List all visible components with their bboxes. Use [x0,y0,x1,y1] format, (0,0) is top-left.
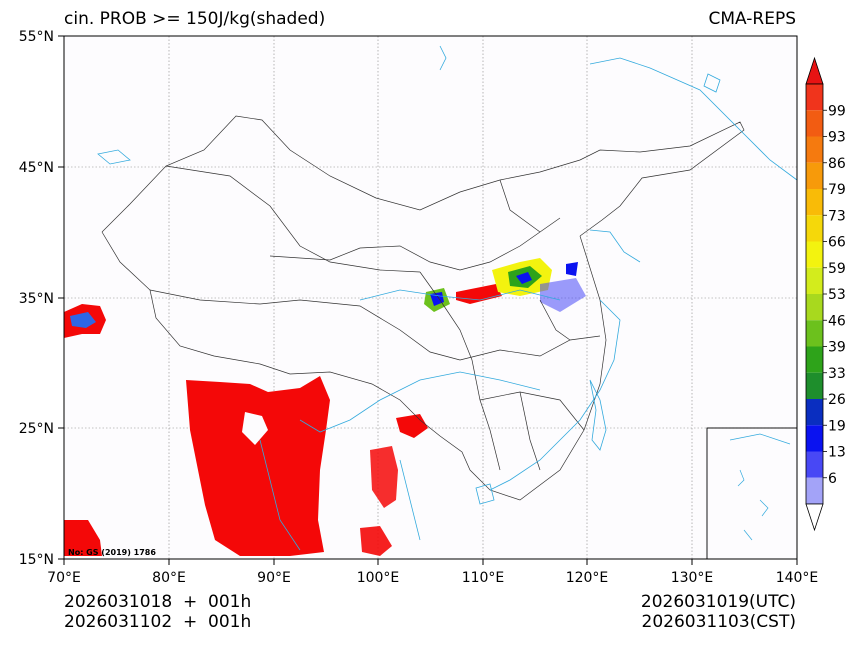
borders [101,115,745,501]
lon-label: 140°E [776,570,819,586]
colorbar-label: 6 [828,471,837,487]
lat-label: 25°N [19,421,54,437]
colorbar-label: 39 [828,340,846,356]
lon-label: 80°E [152,570,186,586]
shade-tibet-myanmar [186,376,330,556]
rivers-coast [97,45,798,551]
lon-ticks [63,559,798,565]
lat-label: 15°N [19,552,54,568]
colorbar-label: 79 [828,182,846,198]
shade-yunnan-2 [360,526,392,556]
colorbar-segment [806,399,823,426]
lat-ticks [58,35,64,560]
colorbar-label: 46 [828,313,846,329]
colorbar-label: 53 [828,287,846,303]
shade-sw-corner [64,520,102,556]
colorbar-segment [806,162,823,189]
colorbar-label: 19 [828,418,846,434]
valid-time-block: 2026031019(UTC) 2026031103(CST) [641,592,796,632]
init-time-utc: 2026031018 + 001h [64,592,252,612]
colorbar-segment [806,294,823,321]
colorbar-segment [806,110,823,137]
inset-islands [729,433,791,541]
probability-shading [64,258,586,556]
valid-time-utc: 2026031019(UTC) [640,592,796,612]
colorbar-top-arrow [805,56,824,85]
shade-west-edge-core [70,312,96,328]
colorbar-segment [806,267,823,294]
colorbar-segment [806,477,823,504]
colorbar-label: 13 [828,445,846,461]
colorbar-labels: 99 93 86 79 73 66 59 53 46 39 33 26 19 13 6 [823,103,846,487]
colorbar-bottom-arrow [805,503,824,532]
colorbar-segment [806,451,823,478]
colorbar-segment [806,320,823,347]
shade-north-blue [566,262,578,276]
colorbar-label: 86 [828,156,846,172]
lon-label: 130°E [671,570,714,586]
shade-yunnan-1 [370,446,398,508]
lat-label: 55°N [19,29,54,45]
init-time-block: 2026031018 + 001h 2026031102 + 001h [64,592,251,632]
colorbar-label: 59 [828,261,846,277]
colorbar-label: 93 [828,130,846,146]
colorbar-segment [806,84,823,111]
colorbar-segment [806,136,823,163]
model-name: CMA-REPS [708,9,796,29]
map-approval-stamp: No: GS (2019) 1786 [68,548,156,557]
lon-label: 110°E [462,570,505,586]
colorbar-label: 66 [828,235,846,251]
colorbar-segment [806,241,823,268]
colorbar-segment [806,189,823,216]
lon-label: 90°E [257,570,291,586]
shade-central-3-inner [516,272,532,284]
colorbar-label: 26 [828,392,846,408]
chart-title: cin. PROB >= 150J/kg(shaded) [64,9,326,29]
lat-label: 45°N [19,160,54,176]
shade-central-1-core [430,292,444,306]
colorbar-label: 99 [828,103,846,119]
colorbar-label: 73 [828,208,846,224]
init-time-cst: 2026031102 + 001h [64,612,252,632]
lon-label: 100°E [357,570,400,586]
valid-time-cst: 2026031103(CST) [641,612,796,632]
lon-label: 70°E [47,570,81,586]
colorbar-segment [806,215,823,242]
shade-tibet-inner [242,412,268,445]
colorbar-segment [806,372,823,399]
shade-east-blue [540,278,586,312]
lat-label: 35°N [19,291,54,307]
colorbar-label: 33 [828,366,846,382]
colorbar: 99 93 86 79 73 66 59 53 46 39 33 26 19 13 6 [805,56,846,532]
colorbar-segment [806,425,823,452]
colorbar-segment [806,346,823,373]
lon-label: 120°E [566,570,609,586]
colorbar-segments [805,83,824,505]
